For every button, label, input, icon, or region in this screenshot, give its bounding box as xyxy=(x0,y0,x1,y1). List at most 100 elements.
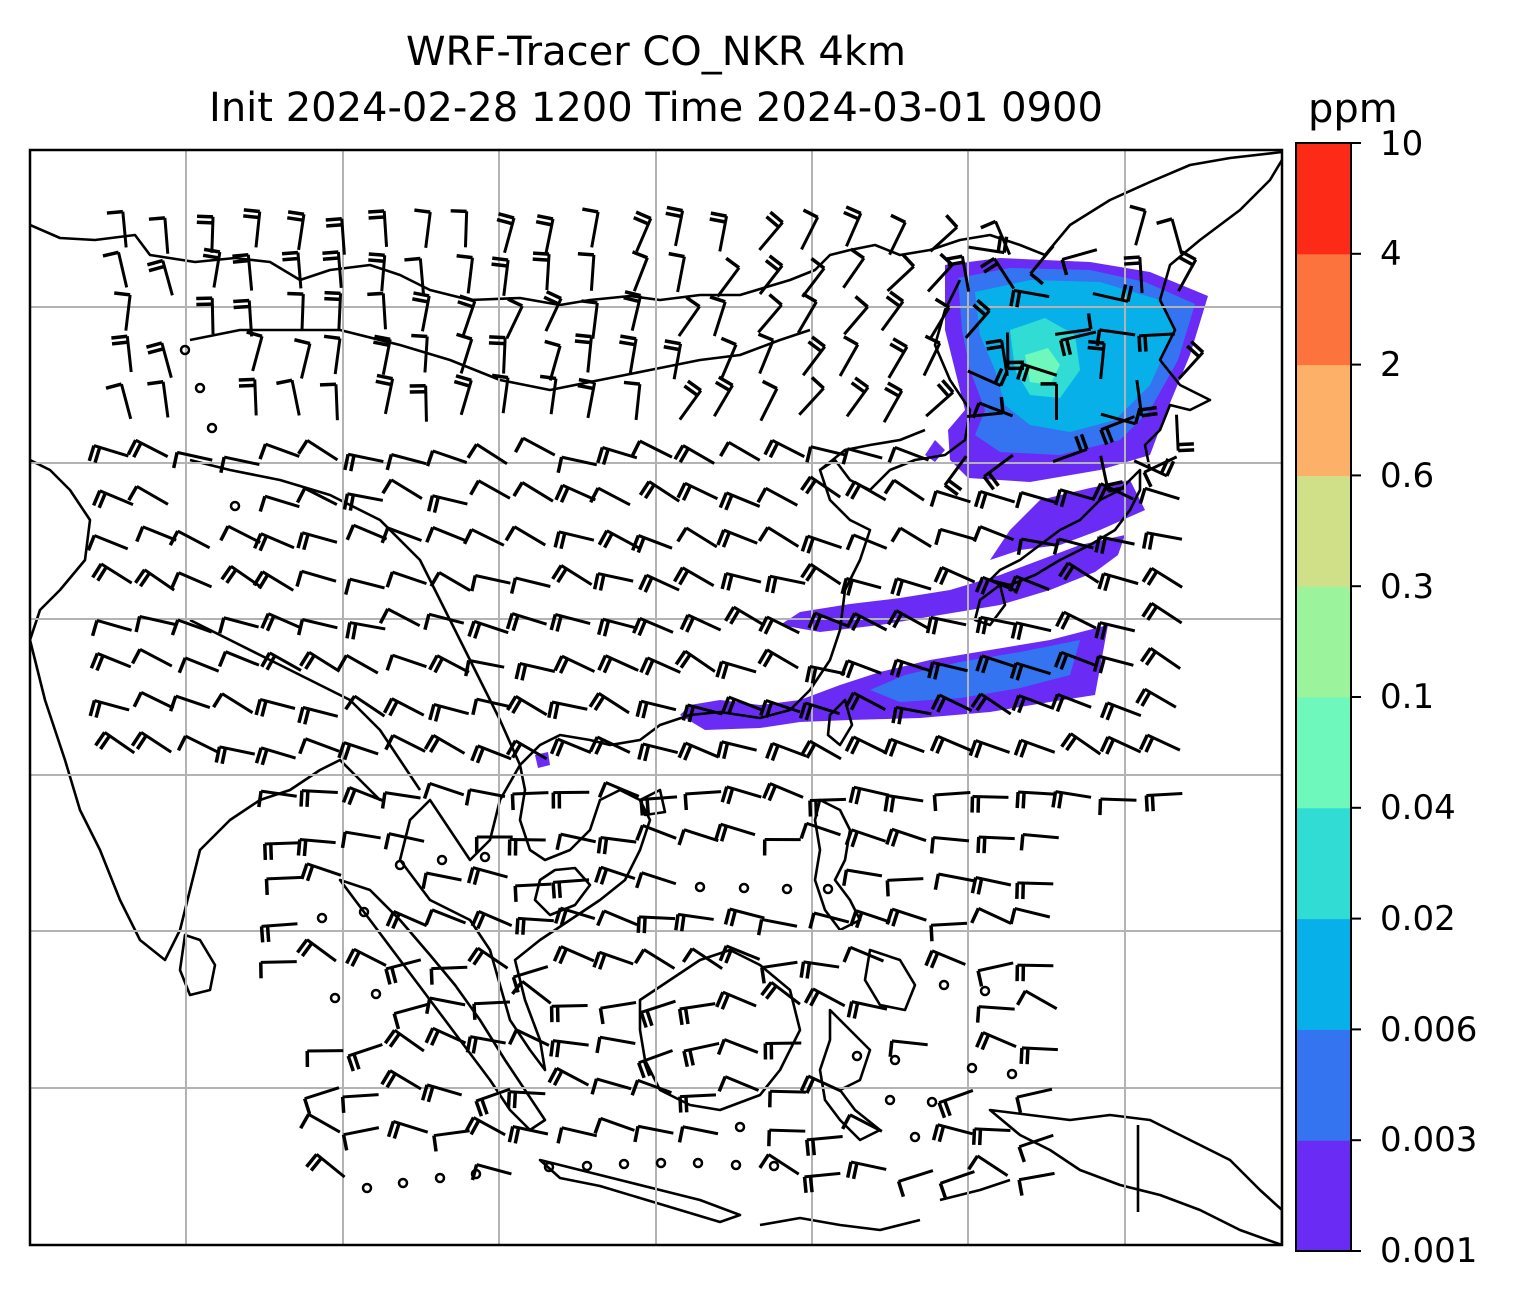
wind-barb xyxy=(979,256,1016,290)
wind-calm-marker xyxy=(229,500,241,512)
wind-barb xyxy=(296,531,338,551)
wind-barb xyxy=(297,705,339,725)
wind-barb xyxy=(319,382,339,421)
wind-barb xyxy=(258,442,300,460)
wind-barb xyxy=(1009,288,1050,308)
wind-barb xyxy=(581,299,599,339)
wind-barb xyxy=(512,481,554,503)
wind-barb xyxy=(515,916,554,935)
wind-barb xyxy=(344,577,385,596)
wind-calm-marker xyxy=(316,912,328,924)
wind-barb xyxy=(808,911,850,929)
wind-barb xyxy=(1156,217,1184,255)
colorbar-segment xyxy=(1296,364,1351,476)
wind-barb xyxy=(588,735,631,755)
wind-barb xyxy=(1053,650,1096,670)
wind-barb xyxy=(263,841,301,861)
wind-barb xyxy=(597,781,640,798)
wind-barb xyxy=(238,377,258,416)
wind-barb xyxy=(1009,907,1051,925)
wind-barb xyxy=(929,297,951,340)
wind-barb xyxy=(303,1086,340,1115)
wind-barb xyxy=(756,917,798,936)
wind-barb xyxy=(925,379,955,418)
wind-barb xyxy=(425,996,466,1015)
wind-barb xyxy=(456,332,474,374)
wind-barb xyxy=(582,207,600,248)
wind-barb xyxy=(631,439,673,459)
wind-barb xyxy=(971,1127,1011,1146)
wind-barb xyxy=(196,296,215,335)
wind-barb xyxy=(889,658,932,678)
colorbar-unit-label: ppm xyxy=(1308,86,1398,132)
wind-barb xyxy=(532,251,551,291)
wind-barb xyxy=(589,486,631,507)
wind-calm-marker xyxy=(655,1157,667,1169)
wind-barb xyxy=(757,293,783,334)
wind-barb xyxy=(1099,701,1142,721)
wind-barb xyxy=(639,795,678,816)
wind-barb xyxy=(716,528,758,548)
plume-streak-2 xyxy=(780,535,1125,632)
wind-calm-marker xyxy=(434,1172,446,1184)
wind-barb xyxy=(886,609,929,630)
wind-barb xyxy=(385,453,427,471)
wind-barb xyxy=(970,795,1009,813)
wind-barb xyxy=(975,1031,1017,1051)
wind-calm-marker xyxy=(394,859,406,871)
wind-barb xyxy=(635,699,677,719)
wind-barb xyxy=(340,830,381,849)
wind-barb xyxy=(976,835,1015,854)
colorbar-tick-label: 0.1 xyxy=(1380,677,1435,717)
wind-barb xyxy=(177,656,220,674)
wind-barb xyxy=(886,253,916,293)
wind-barb xyxy=(382,697,425,717)
wind-barb xyxy=(807,611,850,631)
wind-barb xyxy=(384,958,422,985)
wind-barb xyxy=(1137,332,1176,352)
wind-barb xyxy=(404,256,426,295)
wind-barb xyxy=(1058,561,1100,584)
wind-barb xyxy=(343,452,384,472)
wind-barb xyxy=(929,489,971,508)
wind-calm-marker xyxy=(768,1160,780,1172)
wind-barb xyxy=(429,571,471,592)
wind-barb xyxy=(882,381,904,423)
wind-barb xyxy=(470,909,513,930)
wind-barb xyxy=(470,574,511,592)
wind-barb xyxy=(800,208,820,251)
wind-barb xyxy=(556,1126,598,1144)
wind-barb xyxy=(337,654,379,675)
wind-barb xyxy=(840,576,882,596)
wind-barb xyxy=(286,210,306,251)
wind-barb xyxy=(148,216,170,254)
wind-barb xyxy=(132,691,175,710)
wind-barb xyxy=(931,1123,973,1143)
wind-barb xyxy=(383,832,425,850)
wind-barb xyxy=(1129,204,1147,246)
wind-barb xyxy=(305,1153,346,1179)
wind-barb xyxy=(553,530,595,550)
wind-barb xyxy=(802,1171,841,1193)
wind-barb xyxy=(681,703,723,723)
wind-barb xyxy=(491,256,510,296)
coastline-northern-asia xyxy=(30,150,1282,307)
wind-barb xyxy=(1011,694,1054,714)
wind-barb xyxy=(844,480,887,502)
wind-barb xyxy=(260,651,302,672)
wind-barb xyxy=(638,573,680,593)
colorbar-segment xyxy=(1296,918,1351,1030)
wind-barb xyxy=(888,213,907,256)
colorbar-tick-label: 0.003 xyxy=(1380,1120,1478,1160)
wind-barb xyxy=(1138,733,1181,753)
wind-barb xyxy=(554,483,597,503)
wind-barb xyxy=(933,872,975,891)
wind-barb xyxy=(799,1074,842,1094)
wind-barb xyxy=(549,1039,589,1058)
wind-barb xyxy=(844,735,887,755)
wind-barb xyxy=(842,945,885,963)
coastline-kamchatka-sakhalin xyxy=(1143,159,1282,471)
wind-barb xyxy=(938,1170,975,1200)
wind-barb xyxy=(593,1116,635,1134)
wind-barb xyxy=(632,617,674,637)
